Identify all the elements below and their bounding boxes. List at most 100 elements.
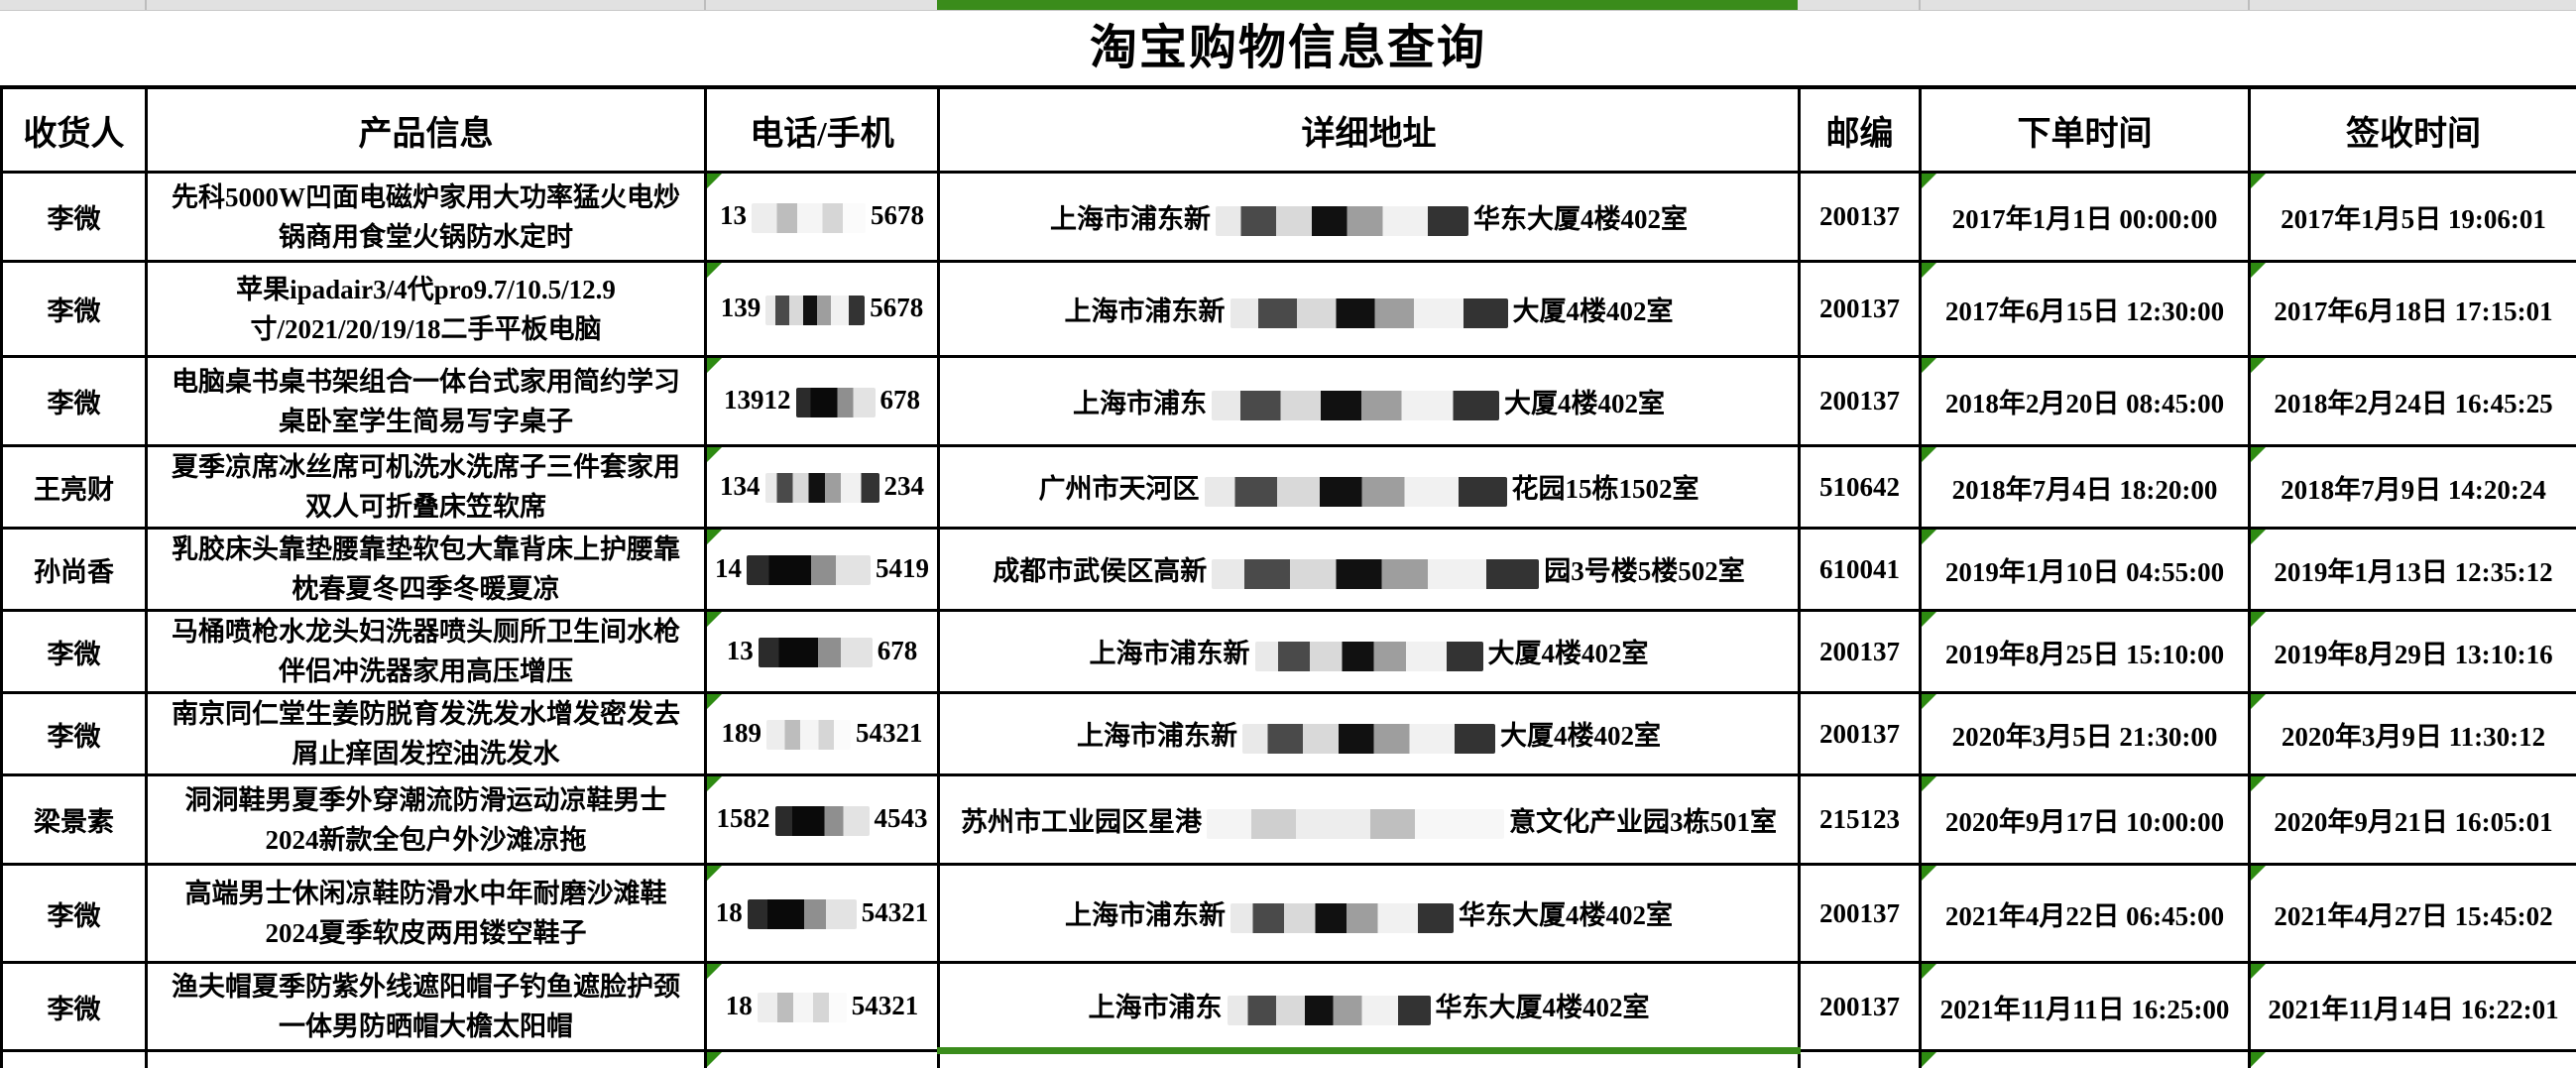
order-time-cell[interactable]: 2017年1月1日 00:00:00: [1921, 173, 2250, 262]
sign-time-cell[interactable]: 2019年8月29日 13:10:16: [2250, 611, 2576, 693]
sign-time-cell[interactable]: 2017年6月18日 17:15:01: [2250, 262, 2576, 357]
address-cell[interactable]: 上海市浦东华东大厦4楼402室: [939, 963, 1800, 1051]
sign-time-cell[interactable]: 2019年1月13日 12:35:12: [2250, 529, 2576, 611]
zip-cell[interactable]: 610041: [1800, 529, 1921, 611]
order-time-cell[interactable]: 2017年6月15日 12:30:00: [1921, 262, 2250, 357]
product-cell[interactable]: 洞洞鞋男夏季外穿潮流防滑运动凉鞋男士2024新款全包户外沙滩凉拖: [147, 775, 706, 865]
col-header-sign-time[interactable]: 签收时间: [2250, 87, 2576, 173]
sign-time-cell[interactable]: 2020年3月9日 11:30:12: [2250, 693, 2576, 775]
address-cell[interactable]: 上海市浦东新大厦4楼402室: [939, 693, 1800, 775]
phone-text: 234: [884, 471, 925, 501]
zip-cell[interactable]: 200137: [1800, 262, 1921, 357]
phone-text: 189: [722, 718, 762, 748]
zip-cell[interactable]: 200137: [1800, 357, 1921, 446]
order-time-cell[interactable]: 2021年11月11日 16:25:00: [1921, 963, 2250, 1051]
sign-time-cell[interactable]: 2018年7月9日 14:20:24: [2250, 446, 2576, 529]
recipient-cell[interactable]: 梁景素: [2, 775, 147, 865]
selected-column-highlight: [937, 0, 1798, 10]
order-time-cell[interactable]: 2020年3月5日 21:30:00: [1921, 693, 2250, 775]
sheet-title[interactable]: 淘宝购物信息查询: [0, 11, 2576, 85]
sign-time-cell[interactable]: 2018年2月24日 16:45:25: [2250, 357, 2576, 446]
address-cell[interactable]: 苏州市工业园区星港意文化产业园3栋501室: [939, 775, 1800, 865]
address-cell[interactable]: [939, 1051, 1800, 1068]
zip-cell[interactable]: 510642: [1800, 446, 1921, 529]
phone-text: 1582: [717, 803, 770, 833]
product-cell[interactable]: 高端男士休闲凉鞋防滑水中年耐磨沙滩鞋2024夏季软皮两用镂空鞋子: [147, 865, 706, 963]
col-header-address[interactable]: 详细地址: [939, 87, 1800, 173]
address-cell[interactable]: 成都市武侯区高新园3号楼5楼502室: [939, 529, 1800, 611]
col-header-phone[interactable]: 电话/手机: [706, 87, 939, 173]
product-cell[interactable]: 先科5000W凹面电磁炉家用大功率猛火电炒锅商用食堂火锅防水定时: [147, 173, 706, 262]
recipient-cell[interactable]: 李微: [2, 865, 147, 963]
product-cell[interactable]: 电脑桌书桌书架组合一体台式家用简约学习桌卧室学生简易写字桌子: [147, 357, 706, 446]
recipient-cell[interactable]: 李微: [2, 357, 147, 446]
phone-cell[interactable]: [706, 1051, 939, 1068]
redaction-block: [1230, 903, 1454, 933]
zip-cell[interactable]: 200137: [1800, 173, 1921, 262]
col-header-order-time[interactable]: 下单时间: [1921, 87, 2250, 173]
recipient-cell[interactable]: 李微: [2, 963, 147, 1051]
order-time-cell[interactable]: [1921, 1051, 2250, 1068]
order-time-cell[interactable]: 2018年7月4日 18:20:00: [1921, 446, 2250, 529]
product-cell[interactable]: 夏季凉席冰丝席可机洗水洗席子三件套家用双人可折叠床笠软席: [147, 446, 706, 529]
address-cell[interactable]: 上海市浦东新华东大厦4楼402室: [939, 173, 1800, 262]
zip-cell[interactable]: 200137: [1800, 865, 1921, 963]
address-cell[interactable]: 广州市天河区花园15栋1502室: [939, 446, 1800, 529]
zip-cell[interactable]: 215123: [1800, 775, 1921, 865]
product-cell[interactable]: 乳胶床头靠垫腰靠垫软包大靠背床上护腰靠枕春夏冬四季冬暖夏凉: [147, 529, 706, 611]
address-cell[interactable]: 上海市浦东新华东大厦4楼402室: [939, 865, 1800, 963]
zip-cell[interactable]: 200137: [1800, 693, 1921, 775]
column-header-strip[interactable]: [0, 0, 2576, 11]
order-time-cell[interactable]: 2019年8月25日 15:10:00: [1921, 611, 2250, 693]
recipient-cell[interactable]: 李微: [2, 262, 147, 357]
col-header-recipient[interactable]: 收货人: [2, 87, 147, 173]
order-time-cell[interactable]: 2020年9月17日 10:00:00: [1921, 775, 2250, 865]
phone-text: 18: [716, 897, 743, 927]
product-cell[interactable]: 渔夫帽夏季防紫外线遮阳帽子钓鱼遮脸护颈一体男防晒帽大檐太阳帽: [147, 963, 706, 1051]
redaction-block: [752, 203, 866, 233]
address-cell[interactable]: 上海市浦东新大厦4楼402室: [939, 262, 1800, 357]
product-cell[interactable]: 苹果ipadair3/4代pro9.7/10.5/12.9寸/2021/20/1…: [147, 262, 706, 357]
redaction-block: [1212, 391, 1499, 420]
product-cell[interactable]: 马桶喷枪水龙头妇洗器喷头厕所卫生间水枪伴侣冲洗器家用高压增压: [147, 611, 706, 693]
recipient-cell[interactable]: 李微: [2, 173, 147, 262]
order-time-cell[interactable]: 2019年1月10日 04:55:00: [1921, 529, 2250, 611]
recipient-cell[interactable]: 李微: [2, 611, 147, 693]
col-header-zip[interactable]: 邮编: [1800, 87, 1921, 173]
sign-time-cell[interactable]: 2021年11月14日 16:22:01: [2250, 963, 2576, 1051]
recipient-cell[interactable]: 李微: [2, 693, 147, 775]
recipient-cell[interactable]: 孙尚香: [2, 529, 147, 611]
order-time-cell[interactable]: 2018年2月20日 08:45:00: [1921, 357, 2250, 446]
address-text: 华东大厦4楼402室: [1459, 900, 1673, 930]
col-header-product[interactable]: 产品信息: [147, 87, 706, 173]
zip-cell[interactable]: 200137: [1800, 963, 1921, 1051]
recipient-cell[interactable]: [2, 1051, 147, 1068]
zip-cell[interactable]: 200137: [1800, 611, 1921, 693]
recipient-cell[interactable]: 王亮财: [2, 446, 147, 529]
column-separator: [704, 0, 706, 10]
address-cell[interactable]: 上海市浦东新大厦4楼402室: [939, 611, 1800, 693]
redaction-block: [1230, 298, 1508, 328]
order-time-cell[interactable]: 2021年4月22日 06:45:00: [1921, 865, 2250, 963]
sign-time-cell[interactable]: 2021年4月27日 15:45:02: [2250, 865, 2576, 963]
address-cell[interactable]: 上海市浦东大厦4楼402室: [939, 357, 1800, 446]
product-cell[interactable]: 南京同仁堂生姜防脱育发洗发水增发密发去屑止痒固发控油洗发水: [147, 693, 706, 775]
sign-time-cell[interactable]: 2020年9月21日 16:05:01: [2250, 775, 2576, 865]
product-cell[interactable]: [147, 1051, 706, 1068]
address-text: 成都市武侯区高新: [993, 556, 1207, 586]
phone-text: 139: [721, 293, 761, 322]
sign-time-cell[interactable]: [2250, 1051, 2576, 1068]
sign-time-cell[interactable]: 2017年1月5日 19:06:01: [2250, 173, 2576, 262]
zip-cell[interactable]: [1800, 1051, 1921, 1068]
